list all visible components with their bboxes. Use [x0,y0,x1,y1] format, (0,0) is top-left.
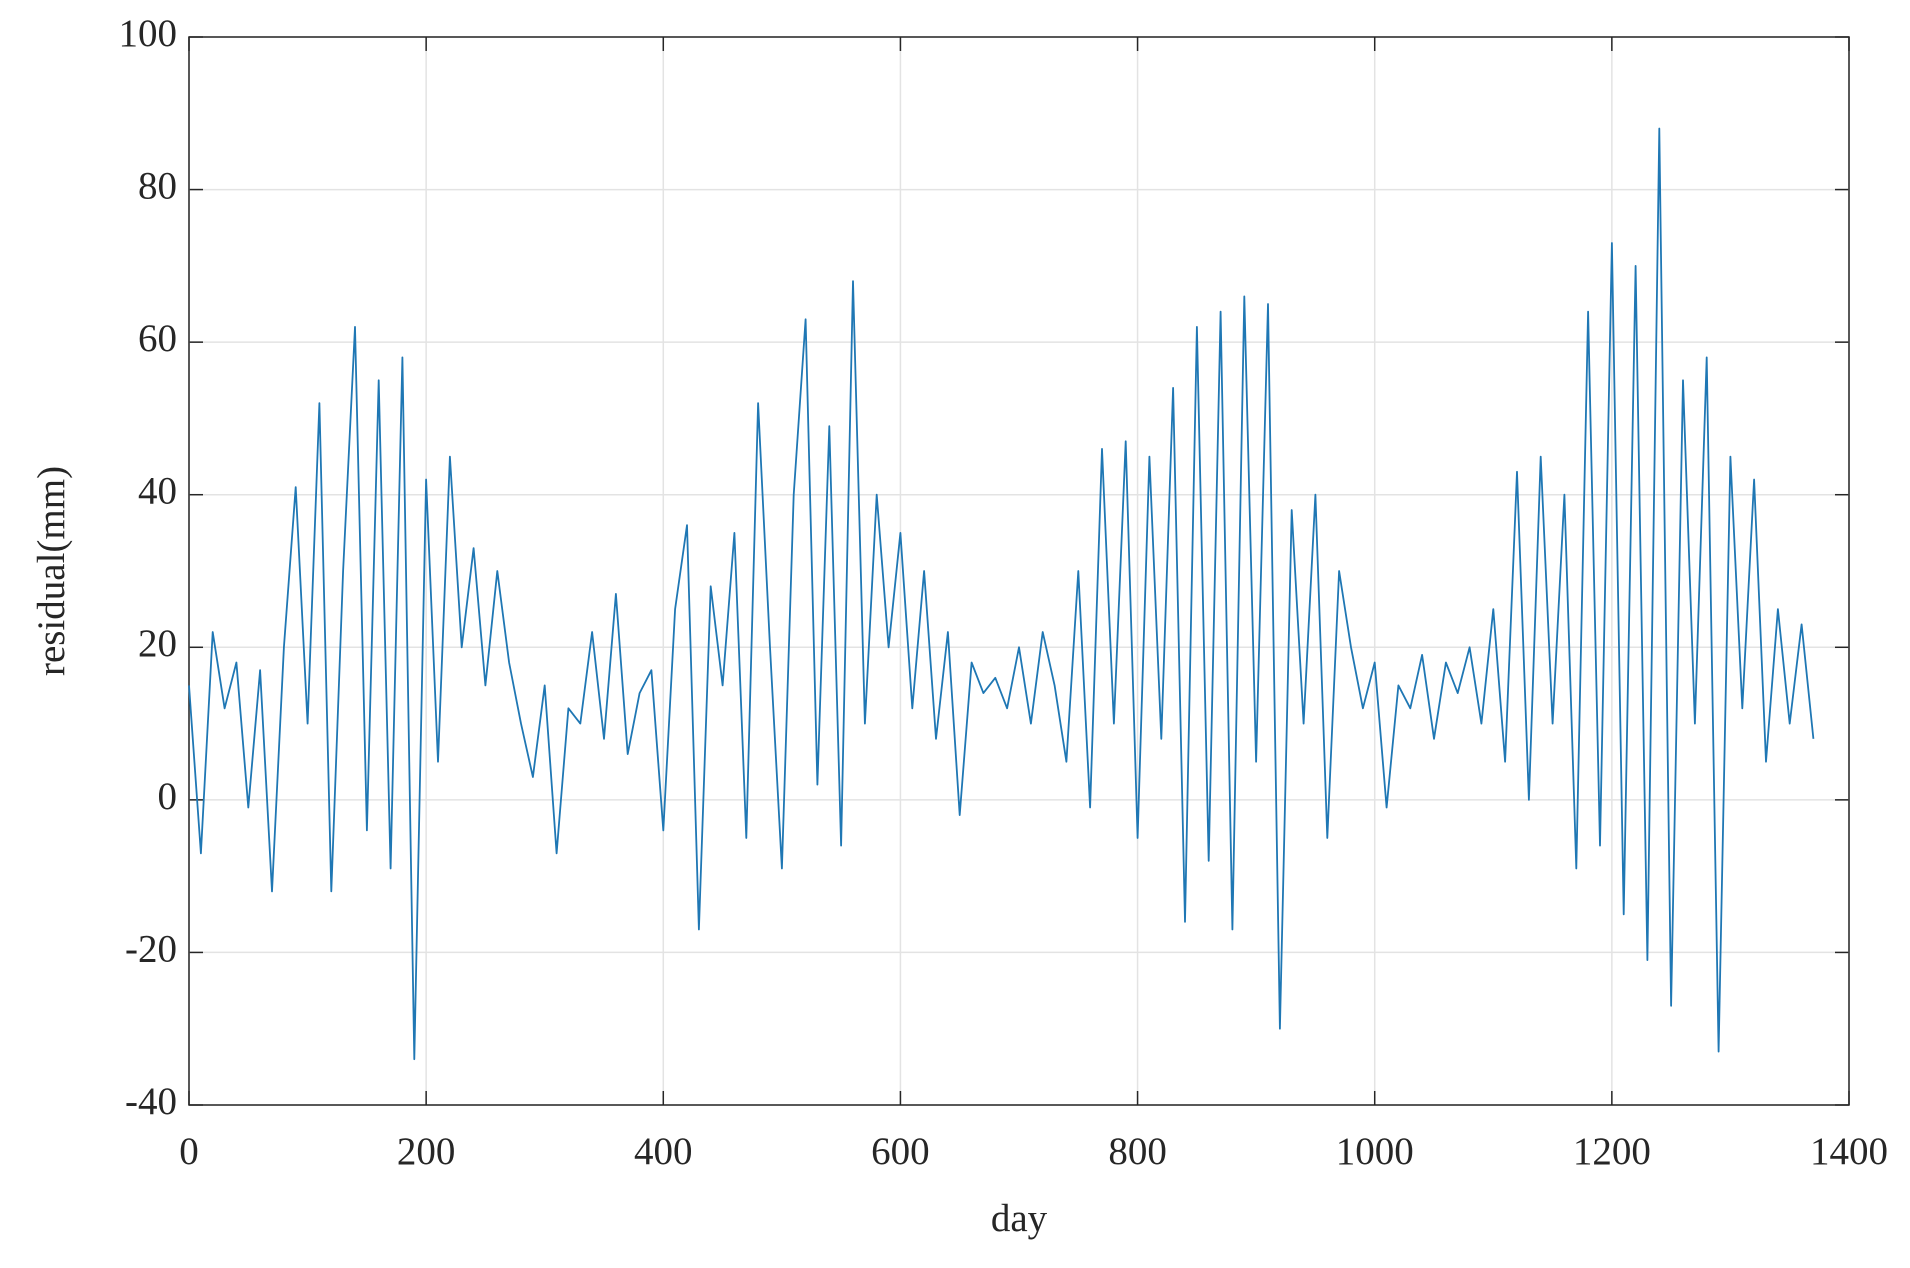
y-tick-label: 100 [119,12,178,55]
x-axis-label: day [991,1197,1048,1240]
y-tick-label: -40 [125,1080,177,1123]
x-tick-label: 200 [397,1130,456,1173]
y-tick-label: 60 [138,317,177,360]
x-tick-label: 800 [1108,1130,1167,1173]
x-tick-label: 1200 [1573,1130,1651,1173]
y-tick-label: 40 [138,470,177,513]
y-tick-label: -20 [125,927,177,970]
y-tick-label: 20 [138,622,177,665]
x-tick-label: 1400 [1810,1130,1888,1173]
plot-frame [188,36,1850,1106]
x-tick-label: 400 [634,1130,693,1173]
x-tick-label: 0 [179,1130,199,1173]
y-tick-label: 80 [138,165,177,208]
x-tick-label: 1000 [1336,1130,1414,1173]
y-axis-label: residual(mm) [30,466,73,676]
line [188,127,1815,1061]
y-tick-label: 0 [158,775,178,818]
x-tick-label: 600 [871,1130,930,1173]
